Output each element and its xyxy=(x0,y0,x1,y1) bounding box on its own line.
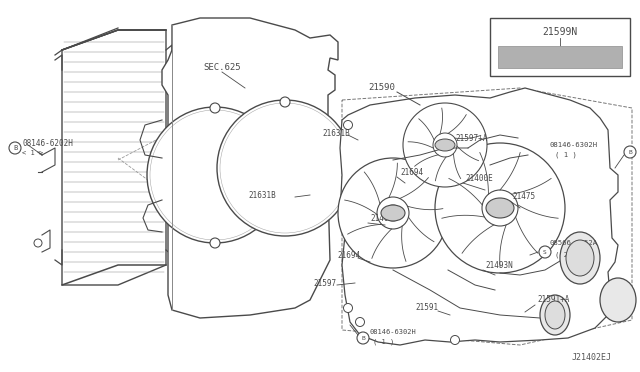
Text: 21590: 21590 xyxy=(368,83,395,92)
Text: 08566-6252A: 08566-6252A xyxy=(550,240,598,246)
Circle shape xyxy=(344,121,353,129)
Text: 21400E: 21400E xyxy=(370,214,397,222)
Polygon shape xyxy=(162,18,338,318)
Ellipse shape xyxy=(545,301,565,329)
Circle shape xyxy=(220,103,350,233)
Text: 21591: 21591 xyxy=(415,304,438,312)
Circle shape xyxy=(491,199,509,217)
Circle shape xyxy=(344,304,353,312)
Text: B: B xyxy=(628,150,632,154)
Text: 21694: 21694 xyxy=(337,250,360,260)
Circle shape xyxy=(435,143,565,273)
Text: SEC.625: SEC.625 xyxy=(203,62,241,71)
Circle shape xyxy=(624,146,636,158)
Bar xyxy=(498,46,622,68)
Ellipse shape xyxy=(540,295,570,335)
Circle shape xyxy=(9,142,21,154)
Text: B: B xyxy=(361,336,365,340)
Circle shape xyxy=(451,336,460,344)
Text: J21402EJ: J21402EJ xyxy=(572,353,612,362)
Ellipse shape xyxy=(486,198,514,218)
Text: ( 2 ): ( 2 ) xyxy=(555,252,577,258)
Text: 08146-6302H: 08146-6302H xyxy=(370,329,417,335)
Ellipse shape xyxy=(381,205,405,221)
Circle shape xyxy=(150,110,280,240)
Circle shape xyxy=(338,158,448,268)
Text: 08146-6302H: 08146-6302H xyxy=(550,142,598,148)
Text: 21631B: 21631B xyxy=(322,128,349,138)
Text: ( 1 ): ( 1 ) xyxy=(555,152,577,158)
Text: 21599N: 21599N xyxy=(542,27,578,37)
Circle shape xyxy=(210,238,220,248)
Text: 21597+A: 21597+A xyxy=(455,134,488,142)
Text: B: B xyxy=(13,145,17,151)
Circle shape xyxy=(217,100,353,236)
Circle shape xyxy=(539,246,551,258)
Ellipse shape xyxy=(600,278,636,322)
Text: 21631B: 21631B xyxy=(248,190,276,199)
Circle shape xyxy=(385,205,401,221)
Circle shape xyxy=(147,107,283,243)
Circle shape xyxy=(482,190,518,226)
Text: < 1 >: < 1 > xyxy=(22,150,44,156)
Text: 21475: 21475 xyxy=(512,192,535,201)
Ellipse shape xyxy=(435,139,455,151)
Text: ( 1 ): ( 1 ) xyxy=(373,339,394,345)
Bar xyxy=(490,18,630,76)
Text: 21400E: 21400E xyxy=(465,173,493,183)
Circle shape xyxy=(355,317,365,327)
Text: 21493N: 21493N xyxy=(485,260,513,269)
Circle shape xyxy=(357,332,369,344)
Circle shape xyxy=(34,239,42,247)
Circle shape xyxy=(210,103,220,113)
Circle shape xyxy=(433,133,457,157)
Ellipse shape xyxy=(560,232,600,284)
Text: S: S xyxy=(543,250,547,254)
Text: 21591+A: 21591+A xyxy=(537,295,570,305)
Circle shape xyxy=(403,103,487,187)
Text: 21597: 21597 xyxy=(313,279,336,288)
Circle shape xyxy=(280,97,290,107)
Polygon shape xyxy=(340,88,618,345)
Text: 08146-6202H: 08146-6202H xyxy=(22,138,73,148)
Ellipse shape xyxy=(566,240,594,276)
Circle shape xyxy=(377,197,409,229)
Text: 21694: 21694 xyxy=(400,167,423,176)
Polygon shape xyxy=(62,30,166,285)
